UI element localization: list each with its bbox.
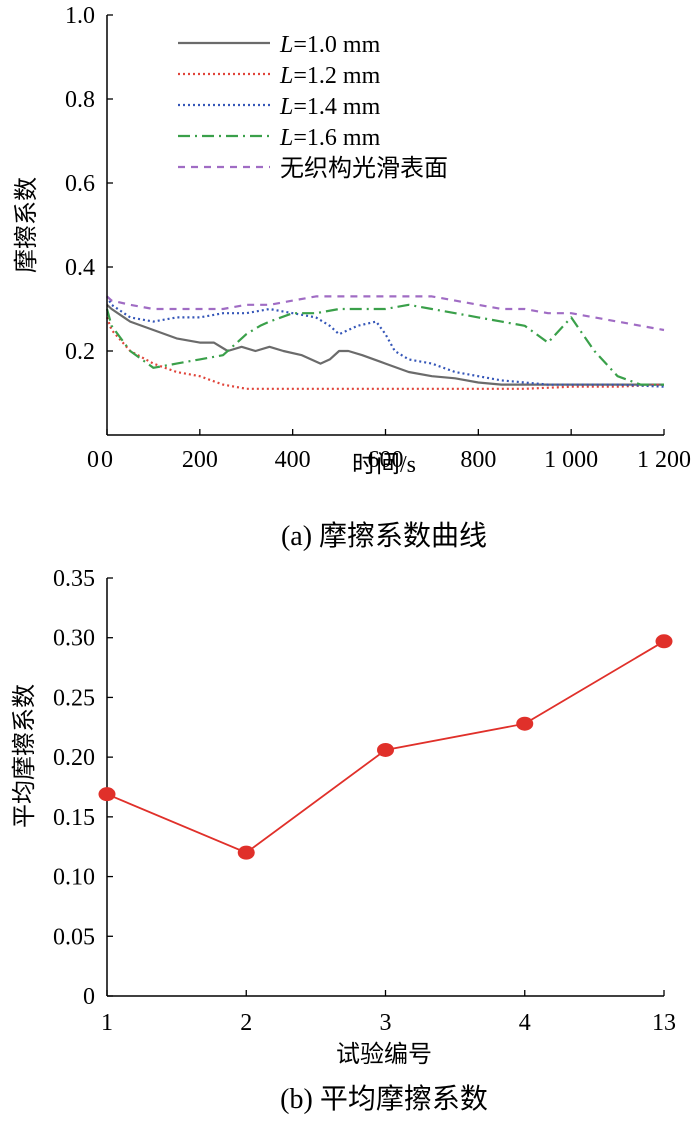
chart-b-y-tick-label: 0	[83, 984, 95, 1010]
legend-label-text: =1.2 mm	[293, 63, 380, 89]
chart-b-x-tick-label: 3	[380, 1010, 392, 1036]
data-point-2	[237, 845, 255, 860]
chart-b-x-tick-label: 4	[519, 1010, 531, 1036]
chart-a-y-axis-title: 摩擦系数	[13, 177, 40, 273]
series-line-4	[105, 303, 664, 386]
chart-a-y-tick-label: 0.4	[65, 255, 95, 281]
chart-a-y-tick-label: 0.8	[65, 87, 95, 113]
legend-label-text: 无织构光滑表面	[280, 155, 448, 182]
series-line-1	[106, 303, 664, 386]
chart-a-y-tick-label: 0.6	[65, 171, 95, 197]
chart-b-y-tick-label: 0.05	[53, 924, 95, 950]
legend-label-text: =1.0 mm	[293, 32, 380, 58]
legend-label-text: =1.6 mm	[293, 125, 380, 151]
chart-b-y-axis-title: 平均摩擦系数	[11, 684, 38, 828]
legend-label-5: 无织构光滑表面	[280, 155, 448, 182]
chart-a-x-tick-label: 1 000	[544, 447, 598, 473]
chart-b-y-tick-label: 0.25	[53, 685, 95, 711]
chart-b-y-tick-label: 0.30	[53, 626, 95, 652]
legend-label-italic: L	[279, 125, 293, 151]
chart-a-x-tick-label: 800	[460, 447, 496, 473]
chart-a-x-axis-title: 时间/s	[352, 451, 416, 478]
data-point-3	[377, 742, 394, 757]
legend-label-italic: L	[279, 32, 293, 58]
legend-label-3: L=1.4 mm	[279, 94, 381, 120]
legend-label-italic: L	[279, 63, 293, 89]
chart-a-axes: 0 200 400 600 800 1 000 1 200 0.2 0.4 0.6 0.8 1.0 0	[65, 3, 691, 473]
chart-a-x-tick-label: 0	[101, 447, 113, 473]
chart-a-x-tick-label: 200	[182, 447, 218, 473]
series-line-2	[105, 317, 665, 390]
legend-label-4: L=1.6 mm	[279, 125, 381, 151]
chart-b-x-tick-label: 1	[101, 1010, 113, 1036]
data-point-1	[98, 787, 116, 802]
friction-coefficient-chart: 0 200 400 600 800 1 000 1 200 0.2 0.4 0.6 0.8 1.00 …	[13, 3, 691, 552]
chart-a-caption: (a) 摩擦系数曲线	[281, 520, 487, 552]
chart-a-x-tick-label: 400	[275, 447, 311, 473]
series-line-5	[106, 295, 665, 332]
chart-b-x-tick-label: 2	[240, 1010, 252, 1036]
chart-a-x-tick-label: 1 200	[637, 447, 691, 473]
chart-b-x-axis-title: 试验编号	[336, 1041, 432, 1068]
data-point-4	[516, 716, 534, 731]
legend-label-1: L=1.0 mm	[279, 32, 381, 58]
chart-a-y-tick-label: 0.2	[65, 339, 95, 365]
chart-b-x-tick-label: 13	[652, 1010, 676, 1036]
chart-b-y-tick-label: 0.15	[53, 805, 95, 831]
chart-b-y-tick-label: 0.35	[53, 566, 95, 592]
chart-b-axes: 1 2 3 4 13 0 0.05 0.10 0.15 0.20 0.25 0.30 0.35	[53, 566, 676, 1036]
chart-a-origin-label: 0	[87, 447, 99, 473]
legend-label-2: L=1.2 mm	[279, 63, 381, 89]
series-line-3	[106, 295, 665, 388]
chart-b-y-tick-label: 0.10	[53, 865, 95, 891]
legend-label-text: =1.4 mm	[293, 94, 380, 120]
chart-a-x-tick-label: 600	[368, 447, 404, 473]
chart-b-series	[98, 634, 673, 860]
data-point-13	[655, 634, 673, 649]
chart-b-caption: (b) 平均摩擦系数	[280, 1083, 488, 1115]
chart-a-series	[105, 295, 665, 390]
legend-label-italic: L	[279, 94, 293, 120]
chart-b-y-tick-label: 0.20	[53, 745, 95, 771]
average-friction-chart: 1 2 3 4 13 0 0.05 0.10 0.15 0.20 0.25 0.30 0.35 试验编号…	[11, 566, 676, 1115]
chart-a-y-tick-label: 1.0	[65, 3, 95, 29]
